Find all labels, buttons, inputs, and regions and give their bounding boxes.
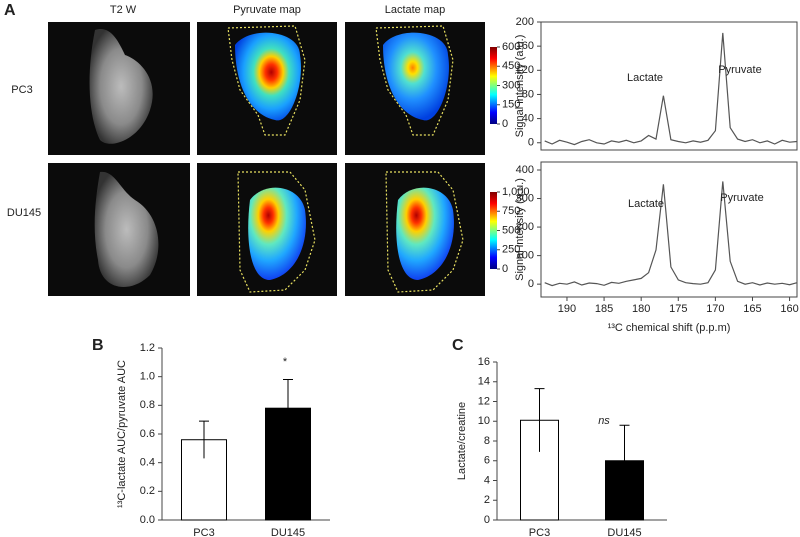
y-tick-label: 1.2 bbox=[140, 342, 155, 354]
y-tick-label: 0.6 bbox=[140, 428, 155, 440]
x-axis-label: ¹³C chemical shift (p.p.m) bbox=[608, 322, 731, 334]
y-tick-label: 200 bbox=[516, 221, 534, 233]
colorbar-tick-label: 250 bbox=[502, 244, 520, 256]
mri-image bbox=[48, 22, 190, 155]
column-title: Lactate map bbox=[385, 4, 446, 16]
x-tick-label: DU145 bbox=[271, 527, 305, 537]
lactate-map bbox=[345, 163, 485, 296]
y-tick-label: 300 bbox=[516, 192, 534, 204]
y-tick-label: 160 bbox=[516, 40, 534, 52]
y-tick-label: 4 bbox=[484, 474, 490, 486]
colorbar-tick-label: 300 bbox=[502, 79, 520, 91]
error-bar bbox=[619, 424, 630, 497]
error-bar bbox=[534, 388, 545, 452]
spectrum-line bbox=[544, 181, 798, 287]
y-tick-label: 8 bbox=[484, 435, 490, 447]
y-axis-label: ¹³C-lactate AUC/pyruvate AUC bbox=[116, 360, 128, 508]
annotation: Lactate bbox=[627, 72, 663, 84]
x-tick-label: 160 bbox=[780, 303, 798, 315]
annotation: Lactate bbox=[628, 198, 664, 210]
colorbar-tick-label: 0 bbox=[502, 118, 508, 130]
x-tick-label: 180 bbox=[632, 303, 650, 315]
colorbar bbox=[490, 47, 497, 124]
y-tick-label: 0 bbox=[528, 278, 534, 290]
error-bar bbox=[199, 420, 209, 459]
y-tick-label: 40 bbox=[522, 113, 534, 125]
y-axis-label: Lactate/creatine bbox=[456, 402, 468, 480]
colorbar-tick-label: 150 bbox=[502, 99, 520, 111]
colorbar-tick-label: 500 bbox=[502, 224, 520, 236]
y-axis-label: Signal intensity (a.u.) bbox=[514, 178, 526, 281]
x-tick-label: 190 bbox=[558, 303, 576, 315]
y-tick-label: 120 bbox=[516, 64, 534, 76]
row-label: PC3 bbox=[11, 84, 32, 96]
x-tick-label: 170 bbox=[706, 303, 724, 315]
annotation: Pyruvate bbox=[720, 192, 763, 204]
panel-label: A bbox=[4, 2, 16, 19]
y-tick-label: 2 bbox=[484, 494, 490, 506]
x-tick-label: DU145 bbox=[607, 527, 641, 537]
y-tick-label: 0.4 bbox=[140, 457, 155, 469]
y-tick-label: 100 bbox=[516, 250, 534, 262]
annotation: Pyruvate bbox=[718, 64, 761, 76]
y-tick-label: 80 bbox=[522, 88, 534, 100]
lactate-map bbox=[345, 22, 485, 155]
y-tick-label: 0.0 bbox=[140, 514, 155, 526]
pyruvate-map bbox=[197, 163, 337, 296]
plot-frame bbox=[540, 161, 798, 298]
colorbar-tick-label: 0 bbox=[502, 263, 508, 275]
x-tick-label: 175 bbox=[669, 303, 687, 315]
colorbar-tick-label: 1,000 bbox=[502, 186, 530, 198]
y-tick-label: 0.8 bbox=[140, 399, 155, 411]
colorbar bbox=[490, 192, 497, 269]
y-axis-label: Signal intensity (a.u.) bbox=[514, 35, 526, 138]
panel-label: C bbox=[452, 337, 464, 354]
y-tick-label: 12 bbox=[478, 395, 490, 407]
colorbar-tick-label: 600 bbox=[502, 41, 520, 53]
error-bar bbox=[283, 379, 293, 437]
colorbar-tick-label: 450 bbox=[502, 60, 520, 72]
y-tick-label: 200 bbox=[516, 16, 534, 28]
y-tick-label: 0 bbox=[528, 137, 534, 149]
annotation: ns bbox=[598, 415, 610, 427]
x-tick-label: 185 bbox=[595, 303, 613, 315]
row-label: DU145 bbox=[7, 207, 41, 219]
y-tick-label: 400 bbox=[516, 164, 534, 176]
y-tick-label: 14 bbox=[478, 376, 490, 388]
colorbar-tick-label: 750 bbox=[502, 205, 520, 217]
plot-frame bbox=[540, 21, 798, 151]
y-tick-label: 6 bbox=[484, 455, 490, 467]
panel-label: B bbox=[92, 337, 104, 354]
x-tick-label: PC3 bbox=[529, 527, 550, 537]
y-tick-label: 1.0 bbox=[140, 371, 155, 383]
column-title: Pyruvate map bbox=[233, 4, 301, 16]
mri-image bbox=[48, 163, 190, 296]
y-tick-label: 10 bbox=[478, 415, 490, 427]
x-tick-label: PC3 bbox=[193, 527, 214, 537]
y-tick-label: 0.2 bbox=[140, 485, 155, 497]
pyruvate-map bbox=[197, 22, 337, 155]
y-tick-label: 16 bbox=[478, 356, 490, 368]
annotation: * bbox=[283, 356, 288, 368]
x-tick-label: 165 bbox=[743, 303, 761, 315]
y-tick-label: 0 bbox=[484, 514, 490, 526]
column-title: T2 W bbox=[110, 4, 137, 16]
spectrum-line bbox=[544, 32, 798, 146]
